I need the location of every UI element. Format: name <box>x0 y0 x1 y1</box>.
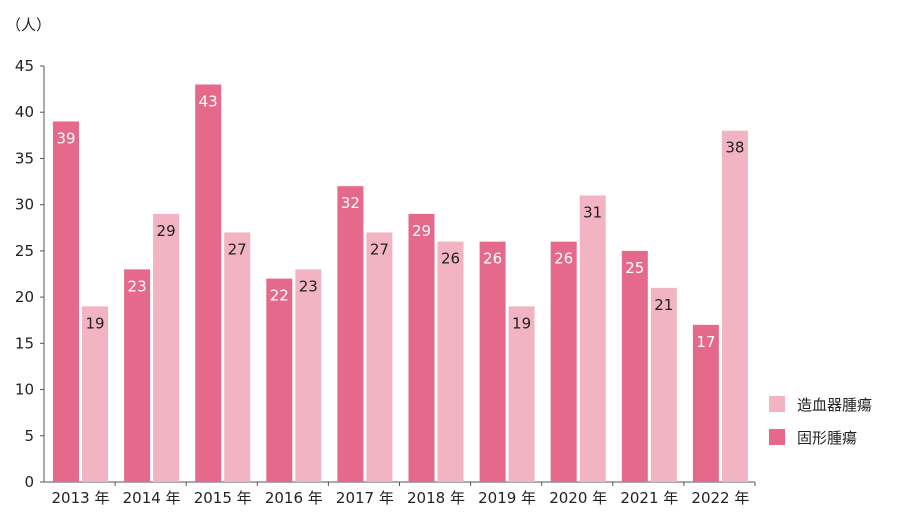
bar <box>479 241 506 482</box>
bar <box>266 278 293 482</box>
x-tick-label: 2021 年 <box>620 489 678 507</box>
data-label: 23 <box>299 277 318 295</box>
data-label: 17 <box>696 333 715 351</box>
bar <box>579 195 606 482</box>
bar <box>621 250 648 482</box>
data-label: 19 <box>512 314 531 332</box>
bar <box>721 130 748 482</box>
bars <box>53 84 748 482</box>
y-tick-label: 40 <box>15 103 34 121</box>
y-tick-label: 25 <box>15 242 34 260</box>
data-label: 26 <box>441 250 460 268</box>
bar <box>124 269 151 482</box>
bar <box>366 232 393 482</box>
bar <box>195 84 222 482</box>
data-label: 43 <box>199 92 218 110</box>
bar <box>550 241 577 482</box>
y-tick-label: 10 <box>15 381 34 399</box>
bar <box>224 232 251 482</box>
y-tick-label: 20 <box>15 288 34 306</box>
data-label: 19 <box>85 314 104 332</box>
x-tick-label: 2016 年 <box>265 489 323 507</box>
bar <box>508 306 535 482</box>
bar <box>153 213 180 482</box>
legend-swatch <box>769 429 785 445</box>
y-tick-label: 0 <box>24 473 34 491</box>
x-tick-label: 2018 年 <box>407 489 465 507</box>
y-tick-label: 35 <box>15 149 34 167</box>
bar <box>437 241 464 482</box>
bar <box>650 287 677 482</box>
legend-label: 固形腫瘍 <box>797 429 857 447</box>
y-tick-label: 30 <box>15 196 34 214</box>
data-label: 32 <box>341 194 360 212</box>
data-label: 31 <box>583 203 602 221</box>
x-tick-label: 2013 年 <box>52 489 110 507</box>
data-label: 23 <box>128 277 147 295</box>
data-label: 27 <box>370 240 389 258</box>
data-label: 29 <box>412 222 431 240</box>
legend-swatch <box>769 396 785 412</box>
data-label: 26 <box>483 250 502 268</box>
y-axis-unit-label: （人） <box>6 16 51 34</box>
data-labels: 39 19 23 29 43 27 22 23 32 27 29 26 26 19 26 31 25 21 17 38 <box>56 92 744 350</box>
bar <box>337 186 364 482</box>
data-label: 38 <box>725 139 744 157</box>
data-label: 22 <box>270 287 289 305</box>
legend-label: 造血器腫瘍 <box>797 396 872 414</box>
x-tick-labels: 2013 年 2014 年 2015 年 2016 年 2017 年 2018 年 2019… <box>52 489 750 507</box>
bar <box>82 306 108 482</box>
y-tick-labels: 0 5 10 15 20 25 30 35 40 45 <box>15 57 34 491</box>
y-tick-label: 15 <box>15 334 34 352</box>
x-tick-label: 2014 年 <box>123 489 181 507</box>
data-label: 25 <box>625 259 644 277</box>
data-label: 27 <box>228 240 247 258</box>
x-tick-label: 2017 年 <box>336 489 394 507</box>
bar <box>295 269 322 482</box>
y-tick-label: 45 <box>15 57 34 75</box>
y-tick-label: 5 <box>24 427 34 445</box>
data-label: 21 <box>654 296 673 314</box>
x-tick-label: 2015 年 <box>194 489 252 507</box>
x-tick-label: 2019 年 <box>478 489 536 507</box>
x-tick-label: 2020 年 <box>549 489 607 507</box>
data-label: 26 <box>554 250 573 268</box>
x-tick-label: 2022 年 <box>691 489 749 507</box>
data-label: 29 <box>157 222 176 240</box>
bar <box>408 213 435 482</box>
bar <box>53 121 79 482</box>
bar <box>692 324 719 482</box>
data-label: 39 <box>56 129 75 147</box>
